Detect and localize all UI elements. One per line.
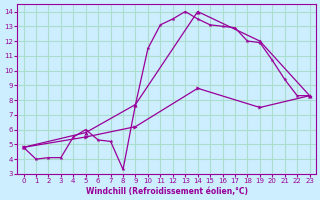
X-axis label: Windchill (Refroidissement éolien,°C): Windchill (Refroidissement éolien,°C) xyxy=(85,187,248,196)
